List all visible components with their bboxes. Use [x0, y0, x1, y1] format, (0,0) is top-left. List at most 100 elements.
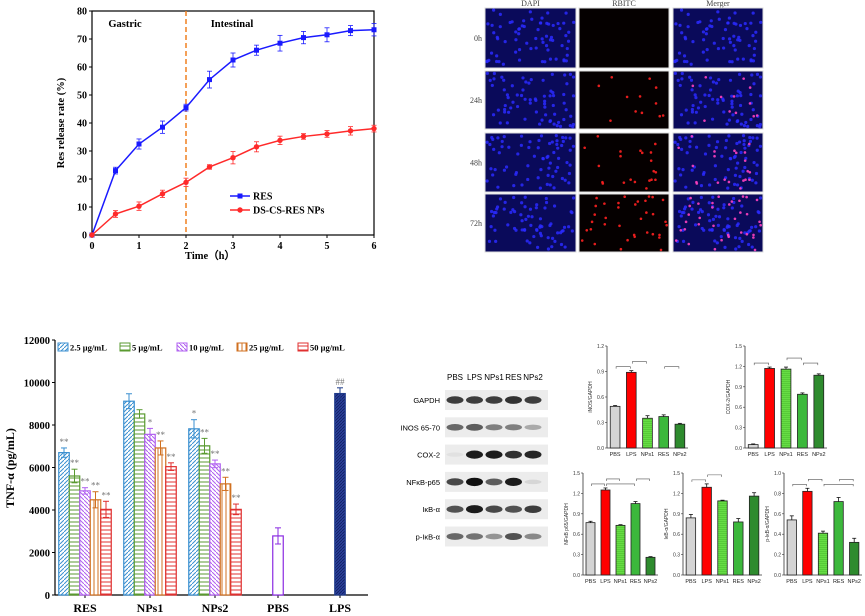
- category-label: RES: [733, 579, 745, 585]
- y-tick-label: 0.6: [673, 532, 680, 538]
- y-tick-label: 40: [77, 119, 87, 130]
- y-tick-label: 2000: [29, 549, 50, 560]
- legend-label: 10 μg/mL: [189, 343, 224, 353]
- bar-NPs2-0: *: [188, 409, 200, 596]
- band: [505, 505, 522, 513]
- y-axis-label: iNOS/GAPDH: [588, 381, 594, 413]
- legend-label: 50 μg/mL: [310, 343, 345, 353]
- significance-bracket: [615, 366, 631, 369]
- data-point: [300, 133, 307, 140]
- western-blot: PBS LPS NPs1 RES NPs2 GAPDH INOS 65-70 COX-2 NFκ…: [400, 373, 548, 547]
- category-label: NPs2: [644, 579, 657, 585]
- y-tick-label: 1.0: [774, 471, 781, 477]
- significance-mark: **: [81, 477, 91, 487]
- data-point: [371, 125, 377, 132]
- bar: [188, 428, 200, 596]
- y-tick-label: 50: [77, 91, 87, 102]
- band: [446, 423, 464, 431]
- band: [446, 396, 464, 404]
- data-point: [277, 40, 283, 46]
- y-tick-label: 0.9: [573, 512, 580, 518]
- bar: [100, 508, 112, 596]
- band: [446, 505, 464, 513]
- category-label: PBS: [610, 452, 621, 458]
- legend-swatch: [176, 342, 188, 352]
- x-tick-label: 4: [278, 241, 283, 252]
- micrograph-rbitc-72h: [578, 193, 670, 253]
- micrograph-rbitc-24h: [578, 70, 670, 130]
- significance-mark: **: [102, 490, 112, 500]
- micrograph-merger-72h: [672, 193, 764, 253]
- category-label: PBS: [267, 601, 289, 615]
- protein-label: IκB-α: [422, 505, 440, 514]
- y-tick-label: 0.0: [597, 446, 604, 452]
- legend-swatch: [236, 342, 248, 352]
- bar: [334, 392, 346, 596]
- band: [524, 533, 542, 540]
- protein-label: p-IκB-α: [416, 533, 441, 542]
- bar-NPs2-1: **: [198, 427, 211, 596]
- bar-RES: [833, 501, 844, 576]
- band: [505, 477, 522, 486]
- y-axis-label: IκB-α/GAPDH: [664, 508, 670, 539]
- x-axis-label: Time（h）: [185, 249, 235, 262]
- band: [446, 478, 464, 486]
- band: [524, 396, 542, 404]
- bar-NPs2: [813, 374, 825, 449]
- band: [466, 423, 483, 431]
- bar-RES: [658, 416, 669, 449]
- data-point: [160, 124, 165, 130]
- y-tick-label: 0.0: [735, 446, 742, 452]
- release-line-chart: 0 10 20 30 40 50 60 70 80 0 1 2 3 4 5 6 Time（h） Res relea…: [56, 7, 377, 262]
- lane-label: LPS: [467, 373, 482, 382]
- y-tick-label: 0.9: [673, 512, 680, 518]
- bar-RES: [797, 393, 808, 449]
- category-label: LPS: [802, 579, 813, 585]
- bar-NPs1: [615, 524, 626, 576]
- significance-mark: *: [192, 409, 197, 419]
- data-point: [348, 28, 353, 34]
- significance-bracket: [636, 478, 650, 481]
- intestinal-label: Intestinal: [211, 19, 254, 30]
- category-label: NPs2: [202, 601, 229, 615]
- significance-mark: ##: [336, 377, 346, 387]
- category-label: LPS: [626, 452, 637, 458]
- bar-NPs2-2: **: [209, 449, 221, 596]
- band: [505, 450, 522, 459]
- bar-RES-0: **: [58, 437, 70, 596]
- y-tick-label: 0.3: [735, 426, 742, 432]
- data-point: [230, 155, 236, 161]
- y-tick-label: 1.5: [673, 471, 680, 477]
- band: [505, 424, 522, 431]
- lane-label: RES: [505, 373, 521, 382]
- y-tick-label: 1.5: [573, 471, 580, 477]
- bar: [165, 466, 177, 596]
- category-label: PBS: [748, 452, 759, 458]
- bar-RES-4: **: [100, 490, 112, 596]
- data-point: [253, 144, 260, 150]
- category-label: NPs2: [847, 579, 860, 585]
- row-label: 0h: [474, 34, 482, 43]
- significance-mark: **: [167, 452, 177, 462]
- category-label: NPs2: [673, 452, 686, 458]
- bar-LPS: ##: [334, 377, 346, 596]
- legend-label: 2.5 μg/mL: [70, 343, 107, 353]
- bar-LPS: [802, 490, 813, 576]
- bar-PBS: [609, 405, 621, 449]
- significance-bracket: [823, 484, 854, 487]
- significance-bracket: [839, 479, 854, 482]
- series-res: [89, 23, 377, 238]
- y-axis-label: TNF-α (pg/mL): [3, 428, 17, 508]
- bar-NPs2-3: **: [219, 466, 232, 596]
- band: [466, 505, 483, 514]
- band: [466, 450, 483, 459]
- bar-RES-1: **: [68, 458, 81, 596]
- bar-NPs1-4: **: [165, 452, 177, 596]
- bar-NPs2: [748, 495, 760, 576]
- y-tick-label: 12000: [24, 336, 50, 347]
- bar: [123, 400, 135, 596]
- lane-label: PBS: [447, 373, 463, 382]
- category-label: PBS: [786, 579, 797, 585]
